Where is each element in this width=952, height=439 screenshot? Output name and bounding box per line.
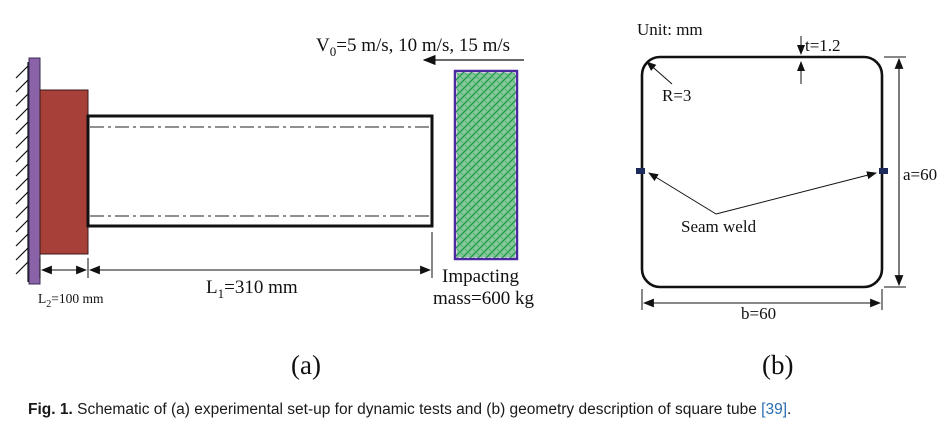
radius-label: R=3 [662, 86, 691, 105]
mass-label-line2: mass=600 kg [433, 288, 534, 309]
unit-label: Unit: mm [637, 20, 703, 39]
fixed-wall-hatching [15, 62, 29, 282]
caption-fig-label: Fig. 1. [28, 401, 73, 418]
panel-a-label: (a) [291, 350, 321, 380]
side-b-extension-lines [641, 289, 883, 310]
clamp-block [39, 89, 89, 255]
seam-weld-left-marker [636, 168, 645, 174]
seam-weld-leader-left [648, 172, 717, 215]
side-a-label: a=60 [903, 165, 937, 184]
panel-b: Unit: mm t=1.2 R=3 Seam weld a=60 b=60 (… [636, 20, 937, 380]
square-tube-side-view [86, 114, 434, 228]
dimension-extension-lines [39, 232, 433, 278]
side-b-label: b=60 [741, 304, 776, 323]
caption-reference-link[interactable]: [39] [761, 401, 788, 418]
panel-b-label: (b) [762, 350, 793, 380]
caption-end: . [787, 401, 792, 418]
panel-a: V0=5 m/s, 10 m/s, 15 m/s L2=100 mm L1=31… [15, 35, 534, 380]
caption-text: Schematic of (a) experimental set-up for… [72, 401, 762, 418]
seam-weld-right-marker [879, 168, 888, 174]
seam-weld-leader-right [715, 171, 877, 215]
radius-leader [646, 61, 673, 85]
seam-weld-label: Seam weld [681, 217, 757, 236]
l2-label: L2=100 mm [38, 291, 104, 310]
l1-label: L1=310 mm [206, 277, 298, 301]
figure-caption: Fig. 1. Schematic of (a) experimental se… [28, 401, 938, 419]
thickness-label: t=1.2 [805, 36, 841, 55]
wall-plate [28, 57, 41, 285]
velocity-label: V0=5 m/s, 10 m/s, 15 m/s [316, 35, 510, 59]
mass-label-line1: Impacting [442, 266, 520, 287]
side-a-extension-lines [884, 56, 906, 288]
